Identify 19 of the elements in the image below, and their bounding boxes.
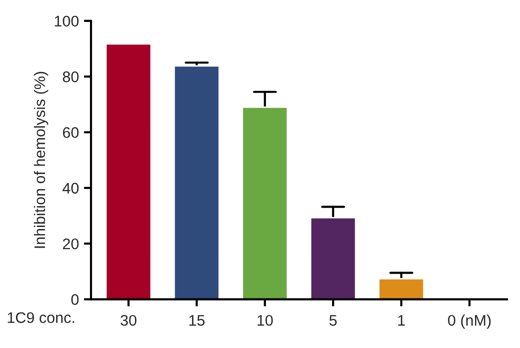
x-tick-label: 15: [189, 315, 205, 326]
x-axis-title: 1C9 conc.: [8, 312, 74, 324]
y-tick-label: 80: [62, 71, 79, 82]
bar: [378, 278, 424, 300]
y-axis-title: Inhibition of hemolysis (%): [34, 72, 48, 248]
bar: [310, 217, 356, 300]
x-tick-label: 1: [398, 315, 405, 326]
y-tick-label: 60: [62, 127, 79, 138]
x-tick-label: 0 (nM): [448, 314, 491, 329]
y-tick-label: 40: [62, 182, 79, 194]
x-tick-label: 10: [258, 314, 273, 326]
x-tick-label: 5: [329, 315, 337, 326]
x-tick-label: 30: [120, 314, 136, 326]
bar: [242, 106, 288, 300]
bar: [174, 65, 220, 300]
bar: [105, 43, 152, 300]
y-tick-label: 20: [62, 238, 79, 250]
y-tick-label: 100: [54, 16, 79, 27]
y-tick-label: 0: [71, 294, 79, 305]
